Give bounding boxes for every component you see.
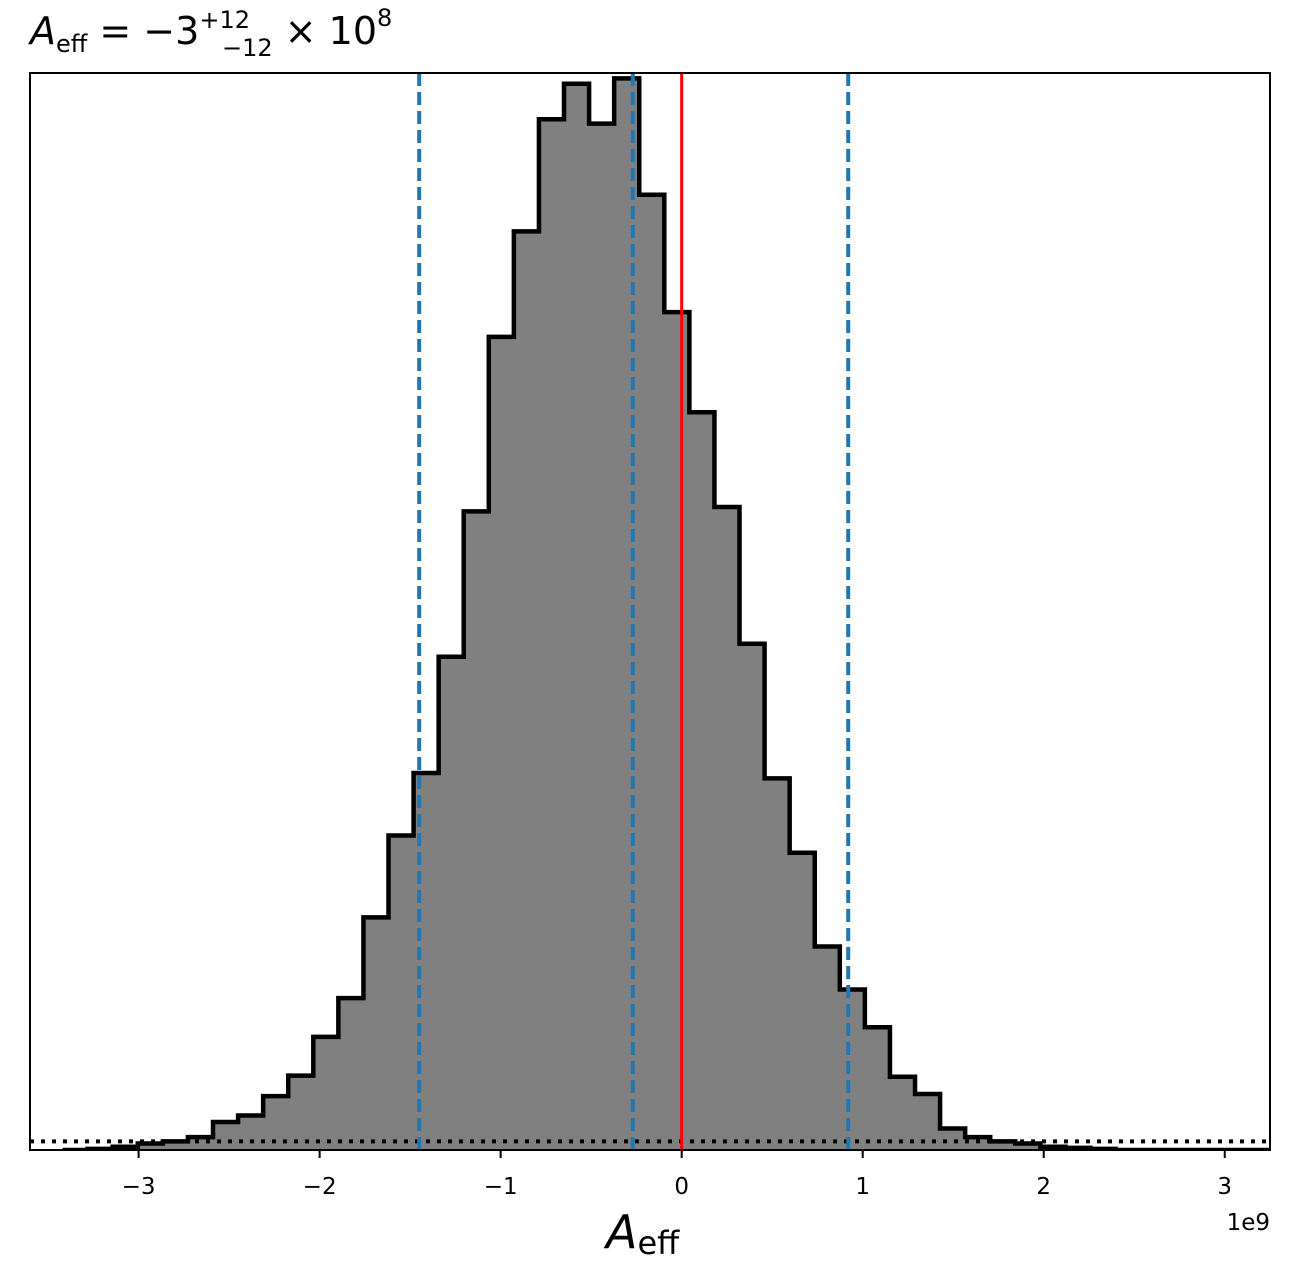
- title-body: = −3: [87, 9, 199, 53]
- histogram-bar: [538, 119, 565, 1150]
- title-symbol: A: [27, 9, 56, 53]
- histogram-outline: [62, 76, 1270, 1150]
- xlabel-sub: eff: [637, 1224, 680, 1262]
- x-axis-offset-text: 1e9: [1227, 1210, 1270, 1236]
- histogram-bar: [388, 835, 415, 1150]
- histogram-bar: [288, 1075, 314, 1150]
- histogram-bar: [864, 1027, 891, 1150]
- x-tick-label: 2: [1036, 1174, 1051, 1200]
- histogram-bar: [463, 511, 490, 1150]
- histogram-bar: [338, 998, 364, 1150]
- x-axis-label: Aeff: [603, 1205, 680, 1262]
- histogram-bar: [814, 946, 841, 1150]
- histogram-bar: [1015, 1143, 1041, 1150]
- histogram-bar: [438, 656, 465, 1150]
- title-symbol-sub: eff: [56, 30, 88, 58]
- histogram-bar: [488, 336, 515, 1150]
- histogram-bar: [789, 852, 816, 1150]
- histogram-bar: [564, 83, 590, 1150]
- title-tail: × 10: [273, 9, 377, 53]
- plot-area: [30, 73, 1270, 1150]
- histogram-bar: [714, 507, 741, 1150]
- histogram-bar: [363, 917, 390, 1150]
- x-axis-ticks: −3 −2 −1 0 1 2 3: [122, 1150, 1232, 1200]
- histogram-bar: [965, 1137, 991, 1150]
- histogram-bar: [940, 1128, 966, 1150]
- histogram-bar: [614, 78, 640, 1150]
- x-tick-label: −1: [484, 1174, 518, 1200]
- title-exp: 8: [377, 4, 392, 32]
- title-sup: +12: [199, 6, 250, 34]
- histogram-bar: [915, 1093, 941, 1150]
- histogram-bar: [313, 1036, 339, 1150]
- histogram-bar: [238, 1115, 264, 1150]
- x-tick-label: 3: [1217, 1174, 1232, 1200]
- histogram-bar: [889, 1076, 916, 1150]
- histogram-bar: [739, 643, 766, 1150]
- xlabel-symbol: A: [603, 1205, 637, 1259]
- histogram-bar: [639, 194, 665, 1150]
- histogram-bar: [689, 412, 715, 1150]
- histogram-bar: [764, 778, 791, 1150]
- axes-frame: [29, 72, 1271, 1151]
- chart-title: Aeff = −3+12 −12 × 108: [27, 4, 392, 62]
- histogram-bar: [213, 1121, 239, 1150]
- histogram-bar: [990, 1141, 1016, 1150]
- histogram-bar: [162, 1141, 189, 1150]
- x-tick-label: 0: [674, 1174, 689, 1200]
- histogram-bar: [664, 312, 690, 1150]
- title-subscript: −12: [222, 34, 273, 62]
- histogram-bar: [413, 773, 440, 1150]
- histogram-bar: [589, 123, 615, 1150]
- x-tick-label: 1: [855, 1174, 870, 1200]
- x-tick-label: −3: [122, 1174, 156, 1200]
- histogram-bar: [137, 1143, 164, 1150]
- histogram-bar: [839, 989, 866, 1150]
- histogram-bar: [513, 231, 540, 1150]
- x-tick-label: −2: [303, 1174, 337, 1200]
